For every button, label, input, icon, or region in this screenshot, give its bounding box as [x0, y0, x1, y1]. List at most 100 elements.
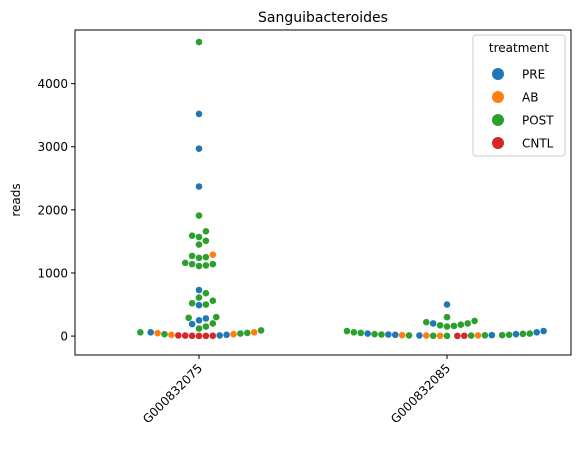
data-points [137, 38, 547, 340]
data-point-post [378, 331, 385, 338]
legend-marker-ab [492, 91, 504, 103]
data-point-ab [398, 331, 406, 339]
data-point-post [195, 38, 203, 46]
data-point-post [202, 289, 210, 297]
data-point-post [195, 294, 203, 301]
data-point-ab [230, 330, 237, 338]
data-point-cntl [175, 332, 182, 339]
data-point-ab [423, 332, 430, 339]
data-point-post [188, 252, 196, 260]
data-point-pre [195, 301, 203, 309]
data-point-post [209, 320, 217, 327]
data-point-post [212, 313, 220, 321]
data-point-post [526, 330, 534, 337]
legend-items: PRE AB POST CNTL [492, 68, 554, 151]
legend-label-pre: PRE [522, 68, 545, 82]
y-tick-label: 0 [60, 330, 68, 344]
data-point-post [505, 331, 513, 339]
data-point-post [357, 329, 365, 337]
y-axis-ticks: 0 1000 2000 3000 4000 [37, 77, 75, 344]
data-point-ab [154, 329, 161, 337]
data-point-pre [540, 327, 547, 335]
chart-title: Sanguibacteroides [258, 10, 388, 26]
data-point-post [209, 297, 217, 305]
legend-box [472, 34, 566, 157]
data-point-cntl [454, 332, 461, 340]
x-tick-label: G000832075 [140, 361, 205, 426]
data-point-post [202, 301, 210, 308]
legend-title: treatment [489, 41, 549, 55]
data-point-post [209, 260, 217, 268]
data-point-post [443, 332, 451, 340]
data-point-cntl [202, 332, 210, 340]
data-point-post [371, 330, 378, 338]
data-point-post [405, 332, 413, 339]
data-point-post [195, 233, 203, 241]
data-point-post [481, 332, 489, 339]
data-point-pre [195, 286, 203, 294]
legend-label-ab: AB [522, 91, 538, 105]
data-point-post [343, 327, 351, 335]
data-point-pre [195, 183, 203, 190]
data-point-post [423, 318, 430, 326]
y-tick-label: 4000 [37, 77, 68, 91]
data-point-post [443, 323, 451, 330]
legend-marker-cntl [492, 137, 504, 149]
data-point-pre [188, 320, 196, 328]
legend-marker-post [492, 114, 504, 126]
data-point-cntl [188, 332, 196, 340]
data-point-post [195, 325, 203, 332]
data-point-post [450, 322, 458, 330]
x-axis-ticks: G000832075 G000832085 [140, 355, 453, 426]
data-point-post [195, 254, 203, 262]
y-tick-label: 3000 [37, 140, 68, 154]
data-point-pre [429, 320, 437, 327]
data-point-post [457, 321, 465, 329]
data-point-pre [202, 315, 210, 322]
data-point-post [202, 237, 210, 245]
data-point-cntl [181, 332, 189, 339]
data-point-post [436, 322, 444, 329]
data-point-cntl [195, 332, 203, 340]
legend: treatment PRE AB POST CNTL [472, 34, 566, 157]
data-point-post [464, 320, 472, 327]
data-point-post [195, 262, 203, 270]
data-point-post [467, 332, 475, 339]
data-point-pre [488, 331, 496, 339]
data-point-cntl [460, 332, 468, 340]
data-point-post [188, 299, 196, 307]
data-point-post [185, 314, 192, 322]
data-point-ab [436, 332, 444, 340]
data-point-post [195, 212, 203, 219]
data-point-pre [364, 330, 371, 337]
data-point-post [202, 228, 210, 235]
legend-label-cntl: CNTL [522, 137, 554, 151]
legend-label-post: POST [522, 114, 554, 128]
data-point-pre [216, 332, 223, 339]
y-tick-label: 1000 [37, 266, 68, 280]
data-point-post [195, 241, 203, 248]
data-point-pre [391, 331, 399, 339]
x-tick-label: G000832085 [388, 361, 453, 426]
data-point-post [257, 327, 265, 334]
data-point-pre [147, 328, 154, 336]
data-point-post [429, 332, 437, 340]
data-point-post [498, 331, 506, 339]
data-point-post [237, 330, 244, 337]
data-point-post [188, 260, 196, 268]
data-point-pre [195, 145, 203, 152]
data-point-post [350, 328, 358, 336]
data-point-post [137, 328, 144, 336]
data-point-post [202, 262, 210, 269]
data-point-post [202, 253, 210, 261]
data-point-pre [223, 331, 230, 339]
data-point-ab [474, 332, 482, 339]
data-point-post [471, 317, 478, 325]
data-point-ab [209, 251, 217, 258]
plot-frame [74, 29, 572, 356]
data-point-pre [385, 331, 392, 338]
data-point-pre [195, 316, 203, 324]
data-point-pre [195, 110, 203, 118]
y-tick-label: 2000 [37, 203, 68, 217]
data-point-post [188, 232, 196, 240]
